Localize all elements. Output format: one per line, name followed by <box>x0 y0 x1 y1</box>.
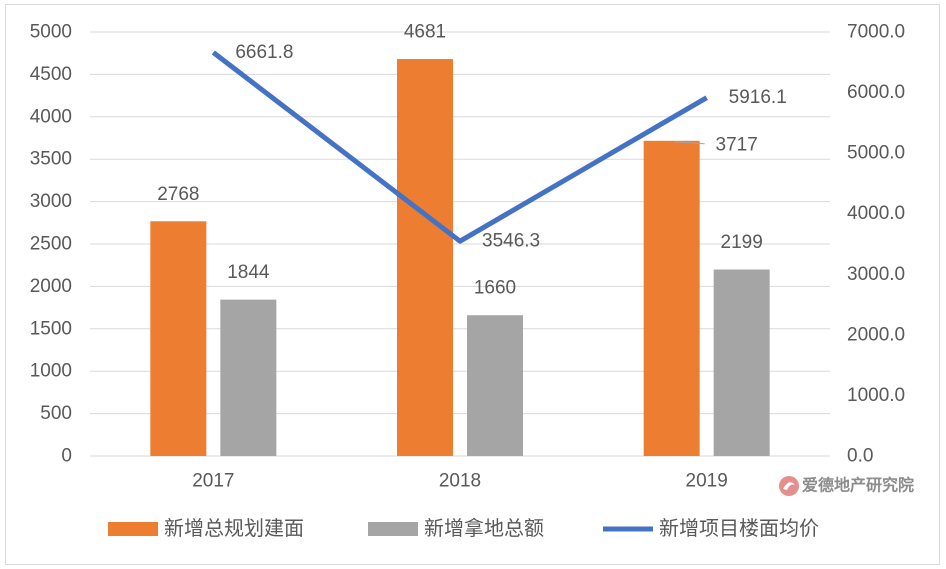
y-right-tick-label: 4000.0 <box>847 203 905 224</box>
y-right-tick-label: 3000.0 <box>847 264 905 285</box>
bar-series-1-2018 <box>397 59 453 456</box>
legend-label: 新增项目楼面均价 <box>659 517 819 540</box>
data-label-series-3-2017: 6661.8 <box>235 42 293 63</box>
x-tick-label: 2019 <box>686 471 728 492</box>
y-right-tick-label: 7000.0 <box>847 22 905 43</box>
data-label-series-3-2019: 5916.1 <box>729 87 787 108</box>
data-label-series-3-2018: 3546.3 <box>482 231 540 252</box>
legend-item-series-2: 新增拿地总额 <box>368 516 544 540</box>
y-right-tick-label: 6000.0 <box>847 82 905 103</box>
data-label-series-1-2019: 3717 <box>716 134 758 155</box>
y-left-tick-label: 0 <box>61 446 72 467</box>
data-label-series-1-2017: 2768 <box>157 184 199 205</box>
legend-swatch <box>108 522 158 536</box>
y-left-tick-label: 2500 <box>30 234 72 255</box>
y-left-tick-label: 5000 <box>30 22 72 43</box>
y-left-tick-label: 1000 <box>30 361 72 382</box>
bar-series-2-2018 <box>467 315 523 456</box>
y-left-tick-label: 4000 <box>30 106 72 127</box>
y-right-tick-label: 1000.0 <box>847 385 905 406</box>
leader-line <box>674 141 705 145</box>
x-tick-label: 2018 <box>439 471 481 492</box>
legend: 新增总规划建面 新增拿地总额 新增项目楼面均价 <box>108 516 819 540</box>
y-right-tick-label: 5000.0 <box>847 143 905 164</box>
watermark-text: 爱德地产研究院 <box>802 476 914 495</box>
x-tick-label: 2017 <box>192 471 234 492</box>
bar-series-2-2019 <box>713 269 770 456</box>
y-left-tick-label: 1500 <box>30 318 72 339</box>
legend-label: 新增总规划建面 <box>164 517 304 540</box>
y-right-tick-label: 0.0 <box>847 446 873 467</box>
data-label-series-2-2019: 2199 <box>721 232 763 253</box>
y-left-tick-label: 500 <box>40 403 72 424</box>
y-left-tick-label: 3000 <box>30 191 72 212</box>
legend-item-series-3: 新增项目楼面均价 <box>603 517 819 540</box>
y-left-tick-label: 4500 <box>30 64 72 85</box>
legend-item-series-1: 新增总规划建面 <box>108 517 304 540</box>
data-label-series-1-2018: 4681 <box>404 22 446 43</box>
logo-icon <box>779 476 799 496</box>
line-series-group <box>211 50 708 244</box>
y-left-tick-label: 3500 <box>30 149 72 170</box>
legend-label: 新增拿地总额 <box>424 516 544 540</box>
bar-series-2-2017 <box>220 299 277 456</box>
axes-group: 0 500 1000 1500 2000 2500 3000 3500 4000 4500 5000… <box>30 22 905 492</box>
y-right-tick-label: 2000.0 <box>847 324 905 345</box>
bar-series-group <box>150 59 770 456</box>
data-labels-group: 2768 4681 3717 1844 1660 2199 6661.8 3546.3 5916… <box>157 22 787 299</box>
legend-swatch <box>368 522 418 536</box>
data-label-series-2-2017: 1844 <box>227 262 270 283</box>
watermark: 爱德地产研究院 <box>779 476 914 496</box>
data-label-series-2-2018: 1660 <box>474 278 516 299</box>
gridlines <box>90 31 830 457</box>
bar-series-1-2019 <box>643 140 700 456</box>
y-left-tick-label: 2000 <box>30 276 72 297</box>
bar-series-1-2017 <box>150 221 207 456</box>
